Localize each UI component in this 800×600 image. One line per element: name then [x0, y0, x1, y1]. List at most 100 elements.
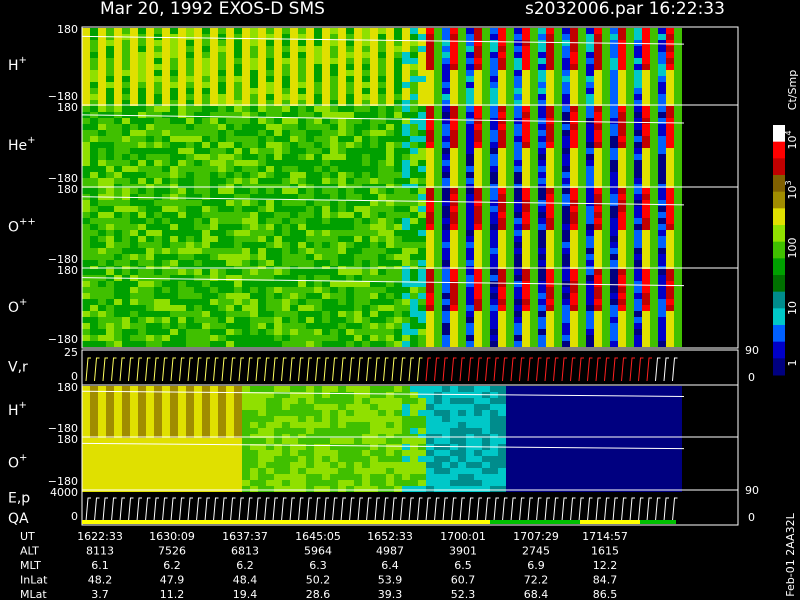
spectrogram-cell — [578, 323, 586, 329]
spectrogram-cell — [186, 166, 194, 172]
spectrogram-cell — [626, 52, 634, 58]
spectrogram-cell — [130, 52, 138, 58]
spectrogram-cell — [602, 428, 610, 434]
spectrogram-cell — [386, 311, 394, 317]
spectrogram-cell — [578, 254, 586, 260]
spectrogram-cell — [202, 200, 210, 206]
spectrogram-cell — [610, 64, 618, 70]
angle-trace — [612, 357, 618, 382]
spectrogram-cell — [546, 148, 554, 154]
spectrogram-cell — [562, 172, 570, 178]
spectrogram-cell — [138, 76, 146, 82]
spectrogram-cell — [162, 486, 170, 492]
spectrogram-cell — [634, 260, 642, 266]
spectrogram-cell — [394, 178, 402, 184]
spectrogram-cell — [394, 254, 402, 260]
spectrogram-cell — [178, 398, 186, 404]
spectrogram-cell — [618, 194, 626, 200]
spectrogram-cell — [370, 154, 378, 160]
spectrogram-cell — [530, 130, 538, 136]
spectrogram-cell — [498, 178, 506, 184]
spectrogram-cell — [458, 94, 466, 100]
spectrogram-cell — [106, 154, 114, 160]
spectrogram-cell — [338, 28, 346, 34]
spectrogram-cell — [306, 386, 314, 392]
panel-label: O+ — [8, 297, 27, 316]
right-tick-top: 90 — [745, 344, 759, 357]
spectrogram-cell — [602, 166, 610, 172]
spectrogram-cell — [266, 410, 274, 416]
spectrogram-cell — [618, 422, 626, 428]
spectrogram-cell — [114, 242, 122, 248]
spectrogram-cell — [314, 130, 322, 136]
spectrogram-cell — [274, 136, 282, 142]
spectrogram-cell — [554, 46, 562, 52]
spectrogram-cell — [450, 224, 458, 230]
spectrogram-cell — [482, 70, 490, 76]
spectrogram-cell — [586, 28, 594, 34]
spectrogram-cell — [146, 142, 154, 148]
spectrogram-cell — [154, 260, 162, 266]
spectrogram-cell — [626, 46, 634, 52]
spectrogram-cell — [322, 254, 330, 260]
spectrogram-cell — [290, 230, 298, 236]
spectrogram-cell — [114, 293, 122, 299]
spectrogram-cell — [186, 275, 194, 281]
spectrogram-cell — [554, 422, 562, 428]
spectrogram-cell — [370, 188, 378, 194]
spectrogram-cell — [498, 242, 506, 248]
spectrogram-cell — [202, 287, 210, 293]
spectrogram-cell — [530, 341, 538, 347]
spectrogram-cell — [370, 305, 378, 311]
spectrogram-cell — [130, 70, 138, 76]
spectrogram-cell — [98, 242, 106, 248]
spectrogram-cell — [242, 142, 250, 148]
spectrogram-cell — [490, 82, 498, 88]
spectrogram-cell — [554, 299, 562, 305]
spectrogram-cell — [530, 112, 538, 118]
tick-top: 180 — [57, 23, 78, 36]
spectrogram-cell — [346, 76, 354, 82]
spectrogram-cell — [586, 76, 594, 82]
spectrogram-cell — [562, 329, 570, 335]
spectrogram-cell — [410, 34, 418, 40]
spectrogram-cell — [426, 329, 434, 335]
spectrogram-cell — [298, 212, 306, 218]
spectrogram-cell — [282, 118, 290, 124]
spectrogram-cell — [386, 293, 394, 299]
spectrogram-cell — [234, 130, 242, 136]
spectrogram-cell — [170, 34, 178, 40]
spectrogram-cell — [378, 148, 386, 154]
spectrogram-cell — [594, 64, 602, 70]
spectrogram-cell — [554, 76, 562, 82]
spectrogram-cell — [146, 444, 154, 450]
spectrogram-cell — [210, 40, 218, 46]
spectrogram-cell — [338, 136, 346, 142]
spectrogram-cell — [122, 70, 130, 76]
spectrogram-cell — [226, 254, 234, 260]
spectrogram-cell — [154, 224, 162, 230]
spectrogram-cell — [474, 428, 482, 434]
spectrogram-cell — [506, 254, 514, 260]
spectrogram-cell — [370, 106, 378, 112]
spectrogram-cell — [154, 212, 162, 218]
spectrogram-cell — [210, 456, 218, 462]
spectrogram-cell — [298, 46, 306, 52]
spectrogram-cell — [250, 160, 258, 166]
spectrogram-cell — [234, 329, 242, 335]
spectrogram-cell — [570, 178, 578, 184]
spectrogram-cell — [130, 82, 138, 88]
spectrogram-cell — [418, 200, 426, 206]
spectrogram-cell — [538, 398, 546, 404]
spectrogram-cell — [602, 248, 610, 254]
spectrogram-cell — [218, 260, 226, 266]
spectrogram-cell — [322, 329, 330, 335]
spectrogram-cell — [634, 58, 642, 64]
spectrogram-cell — [474, 58, 482, 64]
spectrogram-cell — [394, 293, 402, 299]
spectrogram-cell — [82, 118, 90, 124]
spectrogram-cell — [338, 112, 346, 118]
spectrogram-cell — [570, 341, 578, 347]
spectrogram-cell — [162, 46, 170, 52]
angle-trace — [170, 357, 176, 382]
